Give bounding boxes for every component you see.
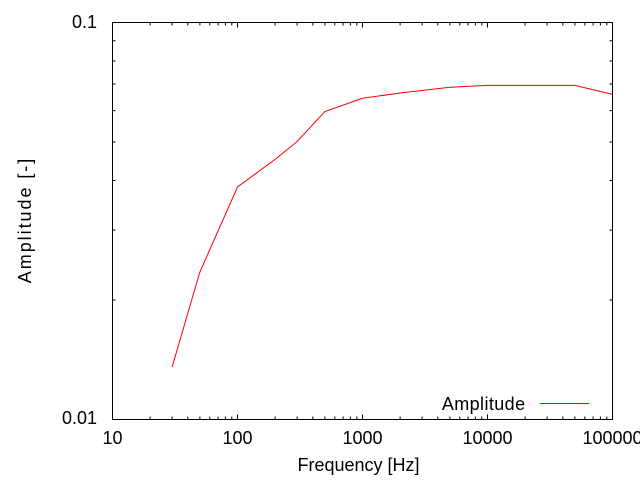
svg-text:0.1: 0.1 bbox=[72, 12, 97, 32]
svg-text:1000: 1000 bbox=[342, 428, 382, 448]
svg-text:Amplitude [-]: Amplitude [-] bbox=[15, 157, 35, 283]
svg-text:10: 10 bbox=[102, 428, 122, 448]
svg-text:100000: 100000 bbox=[582, 428, 640, 448]
svg-text:0.01: 0.01 bbox=[62, 408, 97, 428]
svg-text:Frequency [Hz]: Frequency [Hz] bbox=[297, 455, 419, 475]
svg-text:10000: 10000 bbox=[462, 428, 512, 448]
svg-text:Amplitude: Amplitude bbox=[442, 394, 526, 414]
svg-text:100: 100 bbox=[222, 428, 252, 448]
